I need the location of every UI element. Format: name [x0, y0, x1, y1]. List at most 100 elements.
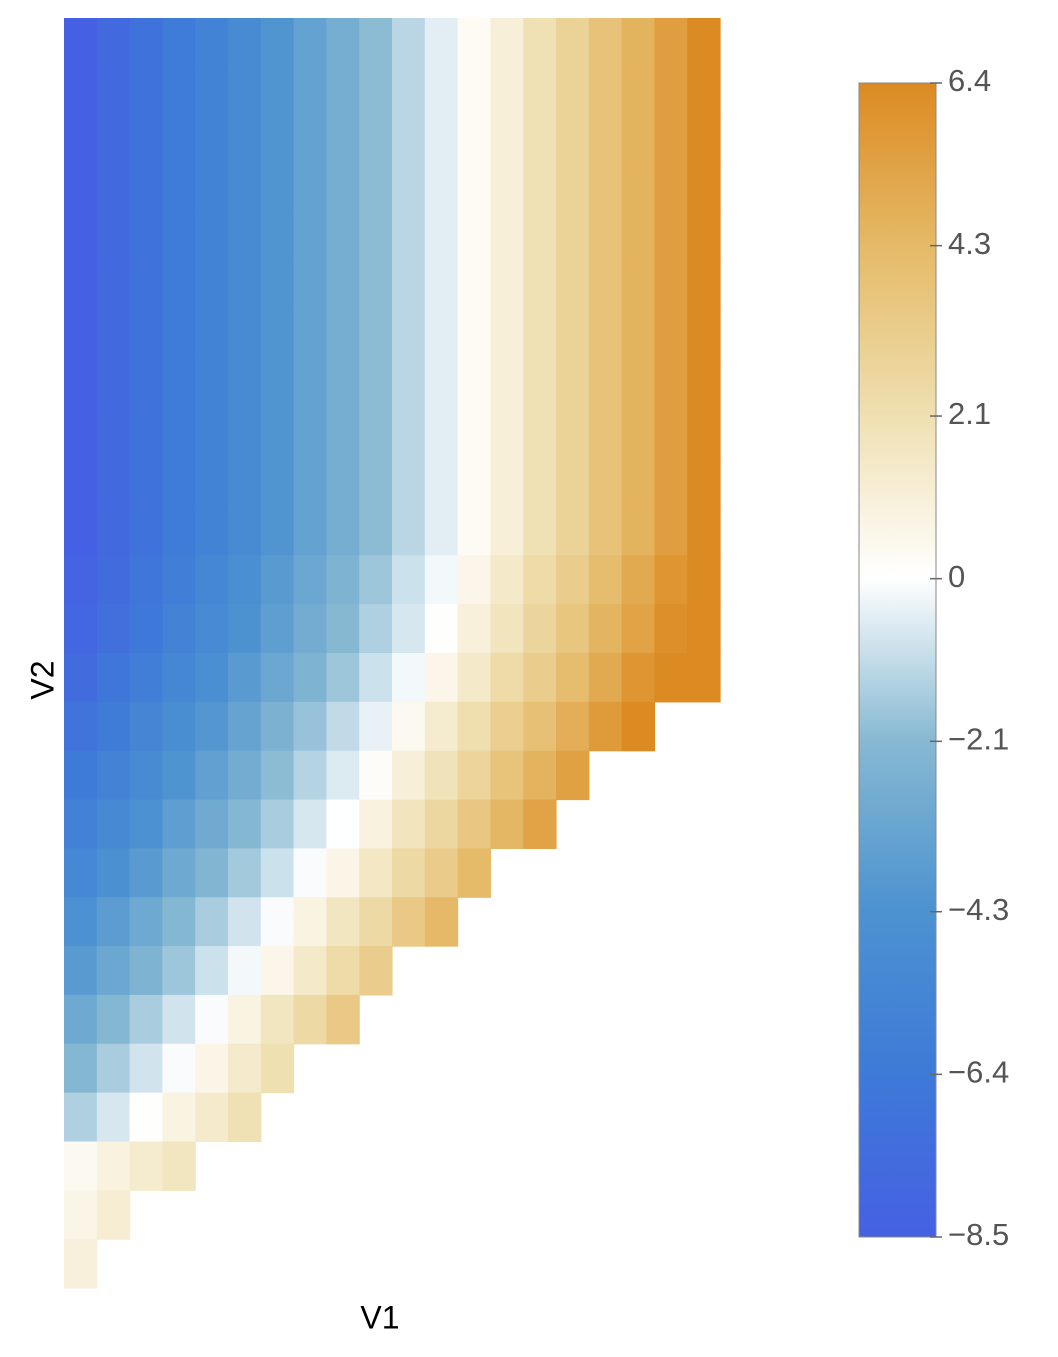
heatmap-cell [162, 311, 196, 361]
heatmap-cell [392, 408, 426, 459]
heatmap-cell [326, 18, 360, 68]
heatmap-cell [654, 604, 688, 654]
heatmap-cell [326, 653, 360, 703]
heatmap-cell [195, 994, 229, 1045]
heatmap-cell [654, 311, 688, 361]
heatmap-cell [162, 18, 196, 68]
heatmap-cell [96, 1092, 131, 1143]
heatmap-cell [64, 18, 98, 68]
heatmap-cell [359, 653, 393, 703]
heatmap-cell [424, 66, 459, 117]
colorbar-tick-label: −4.3 [948, 892, 1009, 927]
heatmap-cell [523, 457, 557, 508]
heatmap-cell [523, 18, 557, 68]
heatmap-cell [162, 506, 196, 556]
heatmap-cell [96, 555, 131, 605]
heatmap-cell [424, 213, 459, 263]
heatmap-cell [228, 799, 262, 849]
heatmap-cell [392, 164, 426, 214]
heatmap-cell [64, 897, 98, 947]
heatmap-cell [424, 311, 459, 361]
heatmap-cell [96, 653, 131, 703]
heatmap-cell [621, 18, 655, 68]
heatmap-cell [687, 115, 721, 166]
heatmap-cell [424, 848, 459, 898]
heatmap-cell [490, 701, 524, 752]
heatmap-cell [490, 311, 524, 361]
heatmap-cell [392, 604, 426, 654]
heatmap-cell [687, 66, 721, 117]
heatmap-cell [129, 1043, 163, 1094]
heatmap-cell [129, 506, 163, 556]
heatmap-cell [359, 164, 393, 214]
heatmap-cell [260, 66, 295, 117]
heatmap-cell [424, 701, 459, 752]
heatmap-cell [64, 311, 98, 361]
heatmap-cell [293, 18, 327, 68]
heatmap-cell [523, 555, 557, 605]
heatmap-cell [326, 164, 360, 214]
colorbar-tick-label: 4.3 [948, 226, 991, 261]
heatmap-cell [96, 604, 131, 654]
heatmap-cell [260, 506, 295, 556]
heatmap-cell [293, 994, 327, 1045]
heatmap-cell [326, 897, 360, 947]
heatmap-cell [654, 506, 688, 556]
heatmap-cell [129, 994, 163, 1045]
heatmap-cell [195, 164, 229, 214]
heatmap-cell [64, 1141, 98, 1191]
heatmap-cell [654, 18, 688, 68]
heatmap-cell [162, 1141, 196, 1191]
heatmap-cell [64, 1043, 98, 1094]
heatmap-cell [424, 359, 459, 410]
heatmap-cell [64, 1190, 98, 1240]
heatmap-cell [392, 506, 426, 556]
heatmap-cell [228, 848, 262, 898]
heatmap-cell [260, 555, 295, 605]
heatmap-cell [96, 1190, 131, 1240]
heatmap-cell [687, 164, 721, 214]
heatmap-cell [687, 604, 721, 654]
heatmap-cell [326, 701, 360, 752]
heatmap-cell [228, 897, 262, 947]
heatmap-cell [588, 701, 623, 752]
heatmap-cell [588, 115, 623, 166]
heatmap-cell [621, 408, 655, 459]
heatmap-cell [326, 359, 360, 410]
heatmap-cell [490, 750, 524, 801]
heatmap-cell [293, 604, 327, 654]
heatmap-cell [523, 311, 557, 361]
heatmap-cell [523, 604, 557, 654]
heatmap-cell [129, 1141, 163, 1191]
heatmap-cell [129, 653, 163, 703]
heatmap-cell [260, 262, 295, 312]
heatmap-cell [556, 408, 590, 459]
heatmap-cell [556, 457, 590, 508]
heatmap-cell [129, 164, 163, 214]
heatmap-cell [392, 848, 426, 898]
heatmap-cell [490, 408, 524, 459]
heatmap-cell [687, 359, 721, 410]
heatmap-cell [359, 311, 393, 361]
heatmap-cell [64, 1092, 98, 1143]
heatmap-cell [359, 750, 393, 801]
heatmap-cell [654, 359, 688, 410]
heatmap-cell [457, 653, 491, 703]
heatmap-cell [588, 555, 623, 605]
heatmap-cell [588, 359, 623, 410]
heatmap-cell [457, 66, 491, 117]
heatmap-cell [457, 457, 491, 508]
heatmap-cell [392, 115, 426, 166]
heatmap-cell [64, 164, 98, 214]
heatmap-cell [293, 262, 327, 312]
heatmap-cell [195, 1043, 229, 1094]
heatmap-cell [228, 506, 262, 556]
heatmap-cell [326, 946, 360, 996]
heatmap-cell [64, 701, 98, 752]
heatmap-cell [162, 115, 196, 166]
heatmap-cell [129, 262, 163, 312]
heatmap-cell [228, 994, 262, 1045]
heatmap-cell [129, 897, 163, 947]
heatmap-cell [687, 653, 721, 703]
heatmap-cell [392, 18, 426, 68]
